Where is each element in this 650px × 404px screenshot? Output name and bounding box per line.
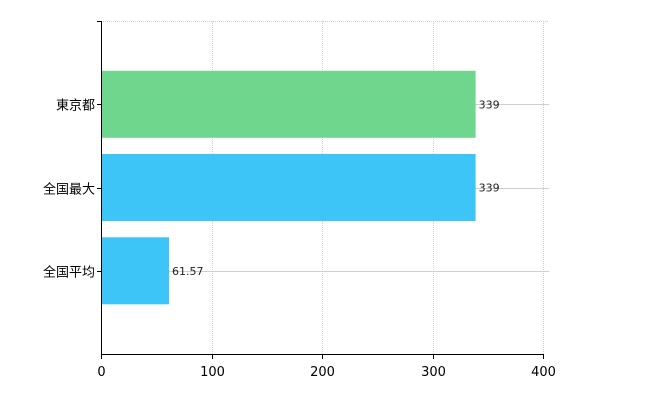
data-label: 339	[479, 98, 500, 111]
x-tick-label: 100	[200, 365, 225, 380]
data-label: 61.57	[172, 265, 204, 278]
x-tick-label: 300	[421, 365, 446, 380]
category-label: 全国平均	[43, 265, 95, 281]
label-layer: 339 339 61.57	[172, 98, 500, 277]
x-tick-label: 400	[531, 365, 556, 380]
data-label: 339	[479, 182, 500, 195]
x-tick-label: 0	[97, 365, 105, 380]
bar	[102, 237, 169, 305]
category-label: 全国最大	[43, 182, 95, 198]
x-tick-label: 200	[310, 365, 335, 380]
bar-layer	[102, 70, 476, 305]
bar	[102, 70, 476, 138]
category-label: 東京都	[56, 98, 95, 114]
bar	[102, 154, 476, 221]
